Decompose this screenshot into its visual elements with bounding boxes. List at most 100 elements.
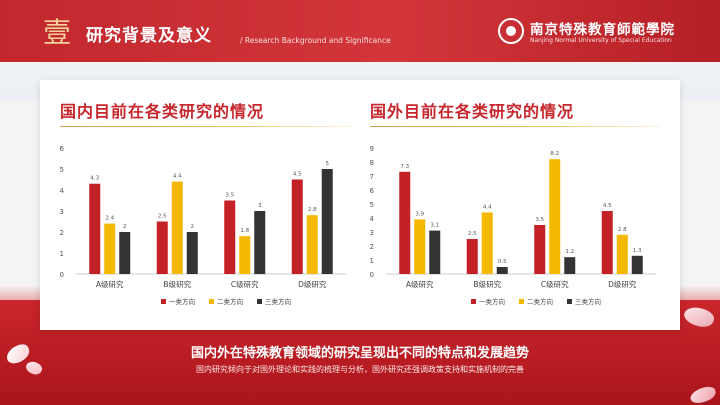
bar — [104, 223, 116, 274]
x-category-label: B级研究 — [473, 279, 501, 289]
bar-value-label: 1.8 — [240, 228, 249, 234]
legend-label: 二类方向 — [527, 297, 553, 306]
page-title: 研究背景及意义 — [86, 26, 212, 46]
university-name-cn: 南京特殊教育師範學院 — [530, 22, 675, 38]
bar-value-label: 3 — [258, 203, 262, 209]
legend-swatch — [161, 299, 166, 304]
y-tick-label: 7 — [370, 173, 374, 181]
bar-value-label: 2 — [191, 224, 195, 230]
y-tick-label: 2 — [370, 243, 374, 251]
bar-value-label: 2.5 — [468, 231, 477, 237]
y-tick-label: 5 — [370, 201, 374, 209]
bar-value-label: 4.5 — [603, 203, 612, 209]
bar — [414, 219, 426, 274]
x-category-label: D级研究 — [608, 279, 637, 289]
bar-value-label: 3.9 — [415, 211, 424, 217]
bar — [601, 211, 613, 274]
bar — [306, 215, 318, 274]
bar-value-label: 4.5 — [293, 172, 302, 178]
bar — [564, 257, 576, 274]
bar — [321, 169, 333, 274]
legend-swatch — [567, 299, 572, 304]
bar-value-label: 2.4 — [105, 216, 114, 222]
legend-swatch — [257, 299, 262, 304]
bar — [119, 232, 131, 274]
x-category-label: A级研究 — [406, 279, 434, 289]
conclusion-subtitle: 国内研究倾向于对国外理论和实践的梳理与分析，国外研究还强调政策支持和实施机制的完… — [196, 365, 524, 374]
legend-label: 二类方向 — [217, 297, 243, 306]
bar — [534, 225, 546, 274]
bar — [171, 181, 183, 274]
legend-label: 三类方向 — [575, 297, 601, 306]
bar — [224, 200, 236, 274]
bar — [89, 183, 101, 274]
y-tick-label: 5 — [60, 166, 64, 174]
bar-value-label: 2.5 — [158, 214, 167, 220]
bar — [429, 230, 441, 274]
legend-label: 一类方向 — [479, 297, 505, 306]
bar — [254, 211, 266, 274]
legend-label: 一类方向 — [169, 297, 195, 306]
domestic-chart-title: 国内目前在各类研究的情况 — [60, 102, 265, 121]
legend-swatch — [519, 299, 524, 304]
foreign-chart-title: 国外目前在各类研究的情况 — [370, 102, 575, 121]
y-tick-label: 1 — [370, 257, 374, 265]
bar-value-label: 5 — [326, 161, 330, 167]
bar-value-label: 8.2 — [550, 151, 559, 157]
legend-swatch — [471, 299, 476, 304]
x-category-label: C级研究 — [541, 279, 569, 289]
y-tick-label: 4 — [60, 187, 65, 195]
bar — [549, 159, 561, 274]
bar-value-label: 4.4 — [173, 174, 182, 180]
foreign-title-rule — [370, 126, 660, 127]
legend-swatch — [209, 299, 214, 304]
bar — [239, 236, 251, 274]
charts-card: 国内目前在各类研究的情况 国外目前在各类研究的情况 0 1 2 3 4 5 6 4.3 2.4 2… — [40, 80, 680, 330]
x-category-label: A级研究 — [96, 279, 124, 289]
bar-value-label: 2.8 — [308, 207, 317, 213]
bar — [496, 267, 508, 274]
y-tick-label: 4 — [370, 215, 375, 223]
page-subtitle: / Research Background and Significance — [240, 36, 391, 45]
bar — [291, 179, 303, 274]
x-category-label: B级研究 — [163, 279, 191, 289]
bar-value-label: 0.5 — [498, 259, 507, 265]
bar — [186, 232, 198, 274]
university-logo: 南京特殊教育師範學院 Nanjing Normal University of … — [498, 16, 708, 50]
bar-value-label: 1.3 — [633, 248, 642, 254]
x-category-label: D级研究 — [298, 279, 327, 289]
bar-value-label: 1.2 — [565, 249, 574, 255]
y-tick-label: 0 — [60, 271, 64, 279]
y-tick-label: 8 — [370, 159, 374, 167]
legend-label: 三类方向 — [265, 297, 291, 306]
y-tick-label: 6 — [60, 145, 65, 153]
y-tick-label: 9 — [370, 145, 374, 153]
bar-value-label: 7.3 — [400, 164, 409, 170]
bar-value-label: 4.3 — [90, 176, 99, 182]
conclusion-title: 国内外在特殊教育领域的研究呈现出不同的特点和发展趋势 — [190, 346, 529, 361]
bar — [399, 171, 411, 274]
bar-value-label: 2.8 — [618, 227, 627, 233]
bar — [616, 234, 628, 274]
y-tick-label: 0 — [370, 271, 374, 279]
bar-value-label: 3.5 — [225, 193, 234, 199]
x-category-label: C级研究 — [231, 279, 259, 289]
bar-value-label: 3.5 — [535, 217, 544, 223]
foreign-bar-chart: 0 1 2 3 4 5 6 7 8 9 7.3 3.9 3.1 A级研究 2.5 4.4 0.5 B级研究 3.5 8… — [370, 145, 656, 306]
domestic-title-rule — [60, 126, 350, 127]
university-name-en: Nanjing Normal University of Special Edu… — [530, 37, 672, 44]
bar — [631, 255, 643, 274]
y-tick-label: 3 — [370, 229, 374, 237]
section-number-seal: 壹 — [42, 16, 71, 49]
y-tick-label: 6 — [370, 187, 375, 195]
y-tick-label: 2 — [60, 229, 64, 237]
bar-value-label: 4.4 — [483, 204, 492, 210]
y-tick-label: 1 — [60, 250, 64, 258]
bar-value-label: 3.1 — [430, 223, 439, 229]
y-tick-label: 3 — [60, 208, 64, 216]
bar-value-label: 2 — [123, 224, 127, 230]
domestic-bar-chart: 0 1 2 3 4 5 6 4.3 2.4 2 A级研究 2.5 4.4 2 B级研究 3.5 1.8 3 C级研究… — [60, 145, 346, 306]
bar — [481, 212, 493, 274]
bar — [156, 221, 168, 274]
